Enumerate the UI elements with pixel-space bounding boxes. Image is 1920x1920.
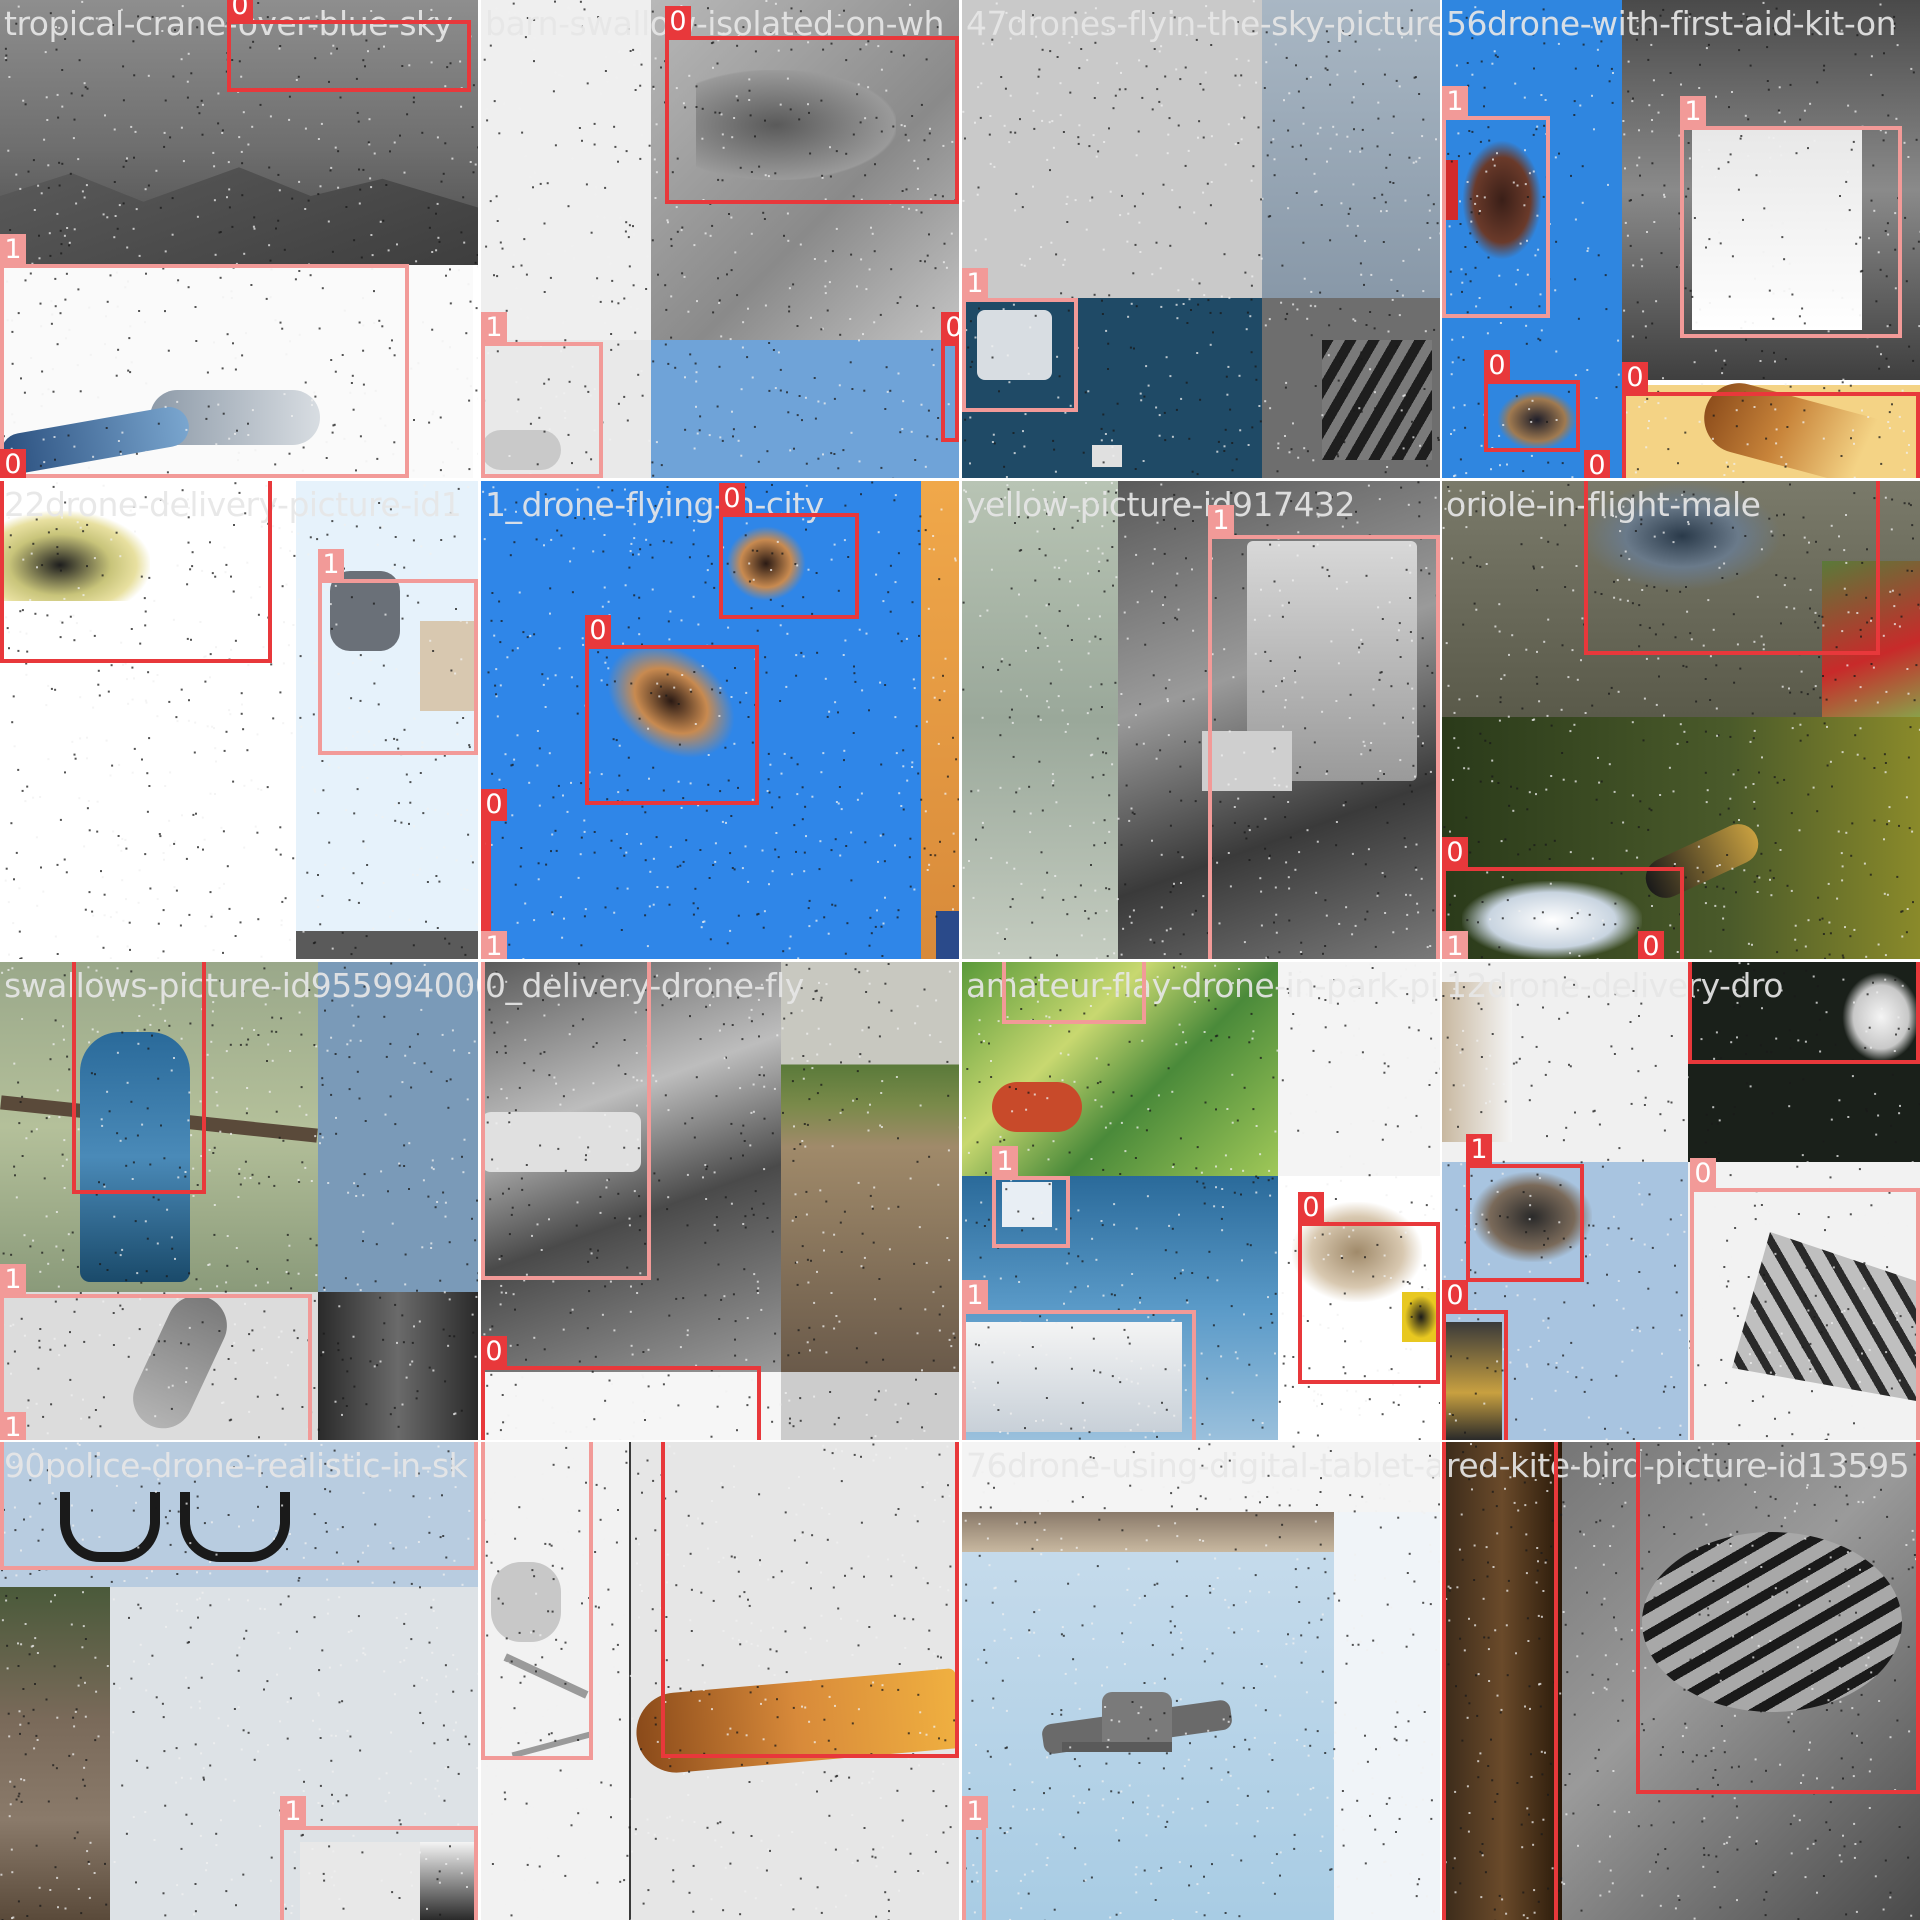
tile-12: 12drone-delivery-dro 0 1 0 0: [1442, 962, 1920, 1440]
filename-label: 47drones-flyin-the-sky-picture: [966, 4, 1440, 43]
detection-box: 1: [0, 1264, 312, 1440]
detection-box: 1: [962, 1280, 1196, 1440]
class-label: 0: [227, 0, 253, 22]
class-label: 1: [962, 1796, 988, 1828]
detection-box: 0: [1622, 362, 1920, 478]
class-label: 1: [1442, 931, 1468, 959]
tile-13: 90police-drone-realistic-in-sk 1: [0, 1442, 478, 1920]
tile-8: oriole-in-flight-male 0 0 1 0: [1442, 481, 1920, 959]
detection-box: [1442, 1442, 1558, 1920]
detection-box: 0: [661, 1442, 959, 1758]
class-label: 1: [962, 1280, 988, 1312]
filename-label: 76drone-using-digital-tablet-and: [966, 1446, 1440, 1485]
detection-box: 1: [962, 268, 1078, 412]
detection-box: 1: [280, 1796, 478, 1920]
class-label: 1: [0, 1412, 26, 1440]
tile-1: tropical-crane-over-blue-sky 0 1 0: [0, 0, 478, 478]
detection-box: 0: [719, 483, 859, 619]
class-label: 0: [0, 449, 26, 478]
tile-10: 0_delivery-drone-fly 0: [481, 962, 959, 1440]
detection-box: 1: [1002, 962, 1146, 1024]
tile-15: 76drone-using-digital-tablet-and 1: [962, 1442, 1440, 1920]
class-label: 1: [1466, 1134, 1492, 1166]
detection-box: 0: [227, 0, 471, 92]
detection-box: 0: [1690, 1158, 1920, 1440]
class-label: 0: [1442, 837, 1468, 869]
detection-box: 1: [1680, 96, 1902, 338]
class-label: 0: [1298, 1192, 1324, 1224]
class-label: 0: [665, 6, 691, 38]
tile-11: amateur-flay-drone-in-park-pi 1 1 0 1: [962, 962, 1440, 1440]
class-label: 0: [1622, 362, 1648, 394]
detection-box: 1: [992, 1146, 1070, 1248]
class-label: 0: [719, 483, 745, 515]
filename-label: yellow-picture-id917432: [966, 485, 1356, 524]
detection-box: 0: [1636, 1442, 1920, 1794]
class-label: 1: [0, 234, 26, 266]
tile-2: barn-swallow-isolated-on-wh 0 1 0: [481, 0, 959, 478]
detection-box: 0: [1688, 962, 1920, 1064]
class-label: 0: [481, 789, 507, 821]
detection-box: 1: [1442, 86, 1550, 318]
class-label: 1: [992, 1146, 1018, 1178]
tile-14: 1 0: [481, 1442, 959, 1920]
tile-5: 22drone-delivery-picture-id1 0 1: [0, 481, 478, 959]
class-label: 1: [481, 931, 507, 959]
tile-6: 1_drone-flying-in-city 0 0 0 1: [481, 481, 959, 959]
detection-box: 1: [1208, 505, 1440, 959]
class-label: 1: [318, 549, 344, 581]
class-label: 0: [1484, 350, 1510, 382]
detection-box: 1: [0, 234, 409, 478]
class-label: 1: [962, 268, 988, 300]
detection-box: 0: [1484, 350, 1580, 452]
detection-box: 1: [481, 1442, 593, 1760]
detection-box: 1: [962, 1796, 988, 1920]
tile-3: 47drones-flyin-the-sky-picture 1: [962, 0, 1440, 478]
detection-box: 0: [72, 962, 206, 1194]
detection-box: 0: [481, 1336, 761, 1440]
detection-box: 0: [1298, 1192, 1440, 1384]
filename-label: 56drone-with-first-aid-kit-on: [1446, 4, 1897, 43]
detection-box: 0: [1584, 481, 1880, 655]
class-label: 1: [481, 312, 507, 344]
detection-box: 0: [1442, 1280, 1508, 1440]
detection-box: 1: [481, 312, 603, 478]
detection-box: 1: [1466, 1134, 1584, 1282]
class-label: 0: [481, 1336, 507, 1368]
detection-box: 0: [0, 481, 272, 663]
class-label: 0: [941, 312, 959, 344]
detection-box: 1: [318, 549, 478, 755]
class-label: 1: [1442, 86, 1468, 118]
class-label: 0: [1638, 931, 1664, 959]
class-label: 1: [1208, 505, 1234, 537]
class-label: 0: [1584, 450, 1610, 478]
detection-box: 0: [585, 615, 759, 805]
class-label: 1: [280, 1796, 306, 1828]
tile-7: yellow-picture-id917432 1: [962, 481, 1440, 959]
detection-box: [481, 962, 651, 1280]
class-label: 0: [1690, 1158, 1716, 1190]
detection-box: 0: [665, 6, 959, 204]
detection-box: [0, 1442, 478, 1570]
class-label: 1: [1680, 96, 1706, 128]
class-label: 1: [0, 1264, 26, 1296]
class-label: 0: [585, 615, 611, 647]
tile-16: red-kite-bird-picture-id13595 0: [1442, 1442, 1920, 1920]
detection-box: 0: [941, 312, 959, 442]
class-label: 0: [1442, 1280, 1468, 1312]
tile-4: 56drone-with-first-aid-kit-on 1 1 0 0 0: [1442, 0, 1920, 478]
tile-9: swallows-picture-id955994000 0 1 1: [0, 962, 478, 1440]
